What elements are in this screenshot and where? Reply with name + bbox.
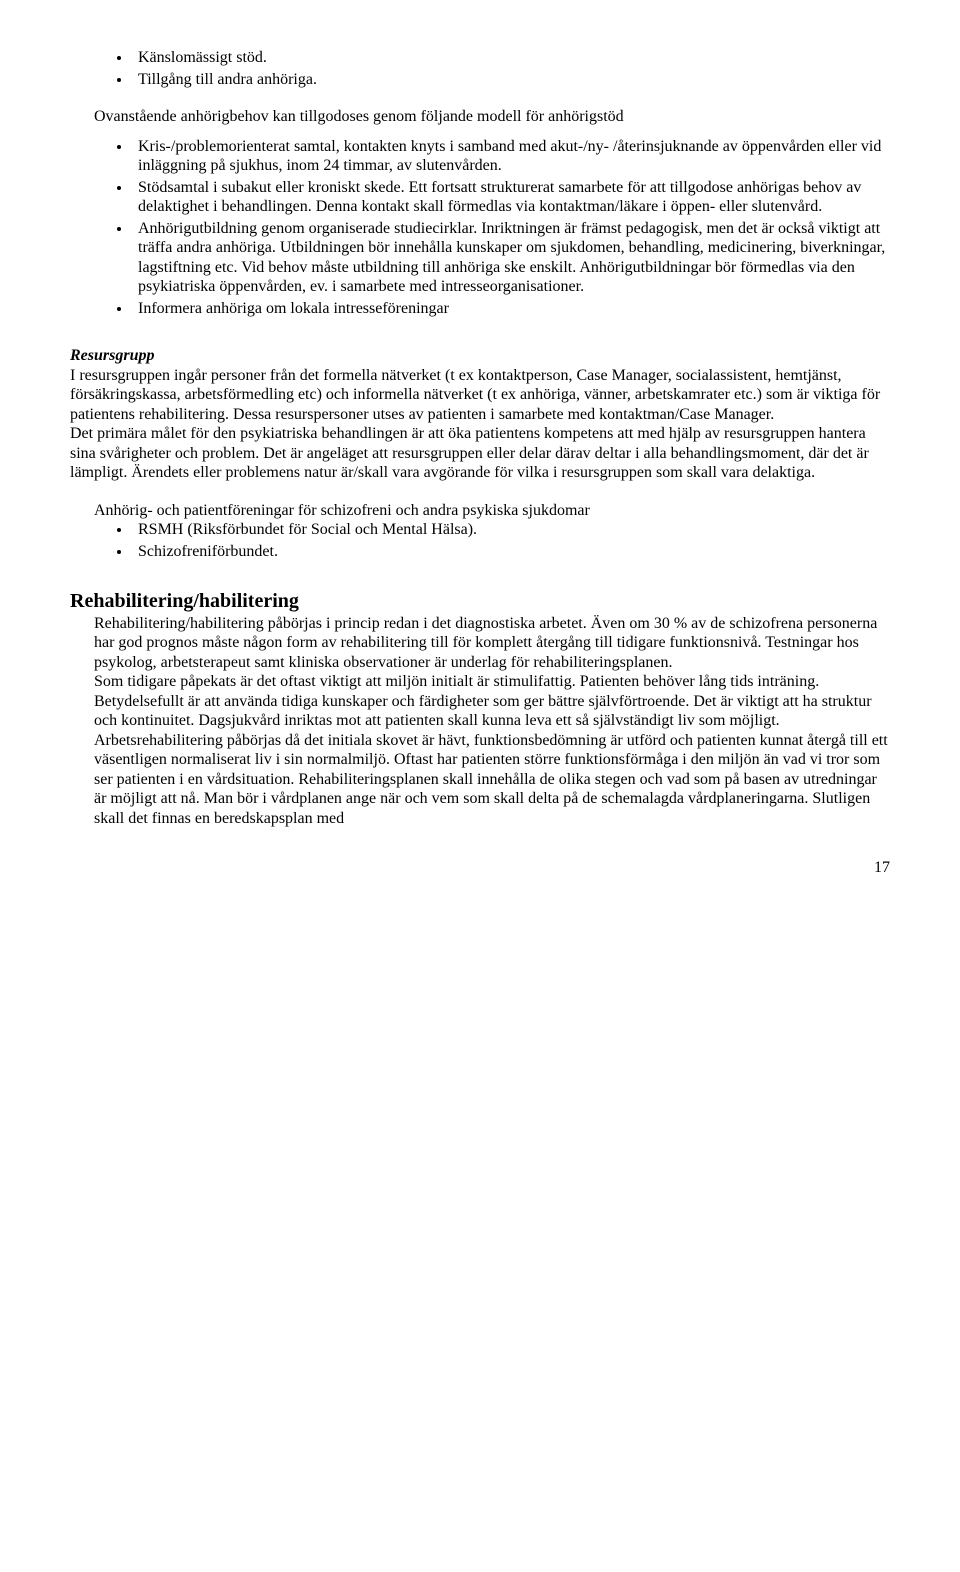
list-item: Schizofreniförbundet. bbox=[132, 542, 890, 562]
foreningar-intro: Anhörig- och patientföreningar för schiz… bbox=[70, 501, 890, 521]
bullet-list-foreningar: RSMH (Riksförbundet för Social och Menta… bbox=[70, 520, 890, 561]
bullet-list-top: Känslomässigt stöd. Tillgång till andra … bbox=[70, 48, 890, 89]
list-item: Känslomässigt stöd. bbox=[132, 48, 890, 68]
list-item: Tillgång till andra anhöriga. bbox=[132, 70, 890, 90]
list-item: Informera anhöriga om lokala intresseför… bbox=[132, 299, 890, 319]
page-number: 17 bbox=[70, 858, 890, 878]
bullet-list-model: Kris-/problemorienterat samtal, kontakte… bbox=[70, 137, 890, 319]
resursgrupp-body: I resursgruppen ingår personer från det … bbox=[70, 366, 890, 483]
rehab-body: Rehabilitering/habilitering påbörjas i p… bbox=[70, 614, 890, 829]
resursgrupp-title: Resursgrupp bbox=[70, 346, 890, 366]
list-item: RSMH (Riksförbundet för Social och Menta… bbox=[132, 520, 890, 540]
rehab-title: Rehabilitering/habilitering bbox=[70, 589, 890, 613]
list-item: Stödsamtal i subakut eller kroniskt sked… bbox=[132, 178, 890, 217]
intro-paragraph: Ovanstående anhörigbehov kan tillgodoses… bbox=[70, 107, 890, 127]
list-item: Kris-/problemorienterat samtal, kontakte… bbox=[132, 137, 890, 176]
list-item: Anhörigutbildning genom organiserade stu… bbox=[132, 219, 890, 297]
